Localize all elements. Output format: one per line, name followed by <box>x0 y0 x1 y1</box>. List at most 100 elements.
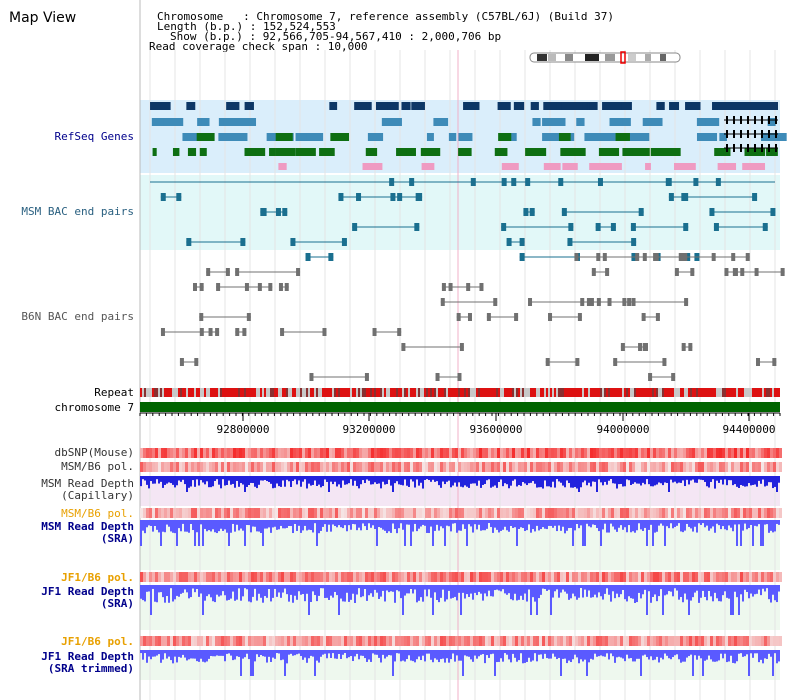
heat-cell <box>239 462 242 472</box>
depth-bar <box>744 520 746 524</box>
depth-bar <box>152 650 154 657</box>
repeat-stripe <box>762 388 764 397</box>
gene-feature <box>561 102 583 110</box>
heat-cell <box>755 508 758 518</box>
depth-bar <box>308 520 310 530</box>
depth-bar <box>602 476 604 486</box>
heat-cell <box>509 448 512 458</box>
bac-end <box>459 343 464 351</box>
heat-cell <box>776 448 779 458</box>
repeat-stripe <box>172 388 174 397</box>
heat-cell <box>764 572 767 582</box>
heat-cell <box>161 448 164 458</box>
depth-bar <box>424 650 426 662</box>
heat-cell <box>206 508 209 518</box>
gene-exon <box>747 130 749 138</box>
depth-bar <box>600 520 602 546</box>
depth-bar <box>156 650 158 656</box>
depth-bar <box>326 585 328 598</box>
depth-bar <box>510 520 512 526</box>
track-label-jf1-depth-trimmed[interactable]: JF1 Read Depth (SRA trimmed) <box>41 650 134 675</box>
repeat-stripe <box>592 388 594 397</box>
repeat-stripe <box>750 388 752 397</box>
heat-cell <box>494 572 497 582</box>
depth-bar <box>284 585 286 589</box>
bac-end <box>199 313 204 321</box>
heat-cell <box>557 572 560 582</box>
heat-cell <box>485 636 488 646</box>
heat-cell <box>656 448 659 458</box>
heat-cell <box>278 448 281 458</box>
heat-cell <box>212 636 215 646</box>
depth-bar <box>566 585 568 594</box>
heat-cell <box>560 448 563 458</box>
depth-bar <box>596 476 598 492</box>
track-label-msm-depth-sra[interactable]: MSM Read Depth (SRA) <box>41 520 134 545</box>
depth-bar <box>486 585 488 597</box>
gene-feature <box>615 133 621 141</box>
track-label-chromosome[interactable]: chromosome 7 <box>54 401 134 414</box>
depth-bar <box>394 650 396 662</box>
track-label-msm-depth-capillary[interactable]: MSM Read Depth (Capillary) <box>41 477 134 502</box>
repeat-stripe <box>584 388 586 397</box>
depth-bar <box>354 476 356 481</box>
depth-bar <box>200 476 202 481</box>
track-label-msm-b6-pol[interactable]: MSM/B6 pol. <box>61 460 134 473</box>
heat-cell <box>161 462 164 472</box>
heat-cell <box>371 572 374 582</box>
depth-bar <box>678 585 680 600</box>
heat-cell <box>446 448 449 458</box>
depth-bar <box>304 520 306 526</box>
heat-cell <box>650 636 653 646</box>
heat-cell <box>515 462 518 472</box>
gene-feature <box>411 102 419 110</box>
gene-feature <box>589 163 607 170</box>
track-label-jf1-b6-pol[interactable]: JF1/B6 pol. <box>61 571 134 584</box>
depth-bar <box>268 476 270 483</box>
heat-cell <box>545 462 548 472</box>
heat-cell <box>176 462 179 472</box>
track-label-msm-b6-pol-2[interactable]: MSM/B6 pol. <box>61 507 134 520</box>
heat-cell <box>245 448 248 458</box>
depth-bar <box>450 585 452 599</box>
heat-cell <box>470 462 473 472</box>
repeat-stripe <box>610 388 612 397</box>
depth-bar <box>516 476 518 487</box>
depth-bar <box>582 585 584 598</box>
repeat-stripe <box>202 388 204 397</box>
depth-bar <box>402 585 404 615</box>
depth-bar <box>324 585 326 598</box>
gene-exon <box>740 144 742 152</box>
depth-bar <box>704 650 706 661</box>
depth-bar <box>198 520 200 546</box>
depth-bar <box>748 520 750 528</box>
heat-cell <box>548 462 551 472</box>
track-label-jf1-b6-pol-2[interactable]: JF1/B6 pol. <box>61 635 134 648</box>
track-label-jf1-depth-sra[interactable]: JF1 Read Depth (SRA) <box>41 585 134 610</box>
heat-cell <box>683 448 686 458</box>
heat-cell <box>434 636 437 646</box>
repeat-stripe <box>428 388 430 397</box>
depth-bar <box>244 476 246 492</box>
heat-cell <box>257 636 260 646</box>
track-label-refseq[interactable]: RefSeq Genes <box>54 130 134 143</box>
depth-bar <box>414 476 416 488</box>
heat-cell <box>374 448 377 458</box>
heat-cell <box>203 448 206 458</box>
heat-cell <box>338 462 341 472</box>
bac-end <box>322 328 327 336</box>
heat-cell <box>353 636 356 646</box>
track-label-dbsnp[interactable]: dbSNP(Mouse) <box>54 446 134 459</box>
heat-cell <box>560 462 563 472</box>
heat-cell <box>290 462 293 472</box>
gene-feature <box>576 118 585 126</box>
track-label-repeat[interactable]: Repeat <box>94 386 134 399</box>
heat-cell <box>290 572 293 582</box>
depth-bar <box>222 585 224 592</box>
track-label-msm-bac[interactable]: MSM BAC end pairs <box>21 205 134 218</box>
depth-bar <box>394 476 396 484</box>
depth-bar <box>498 476 500 483</box>
track-label-b6n-bac[interactable]: B6N BAC end pairs <box>21 310 134 323</box>
heat-cell <box>716 462 719 472</box>
